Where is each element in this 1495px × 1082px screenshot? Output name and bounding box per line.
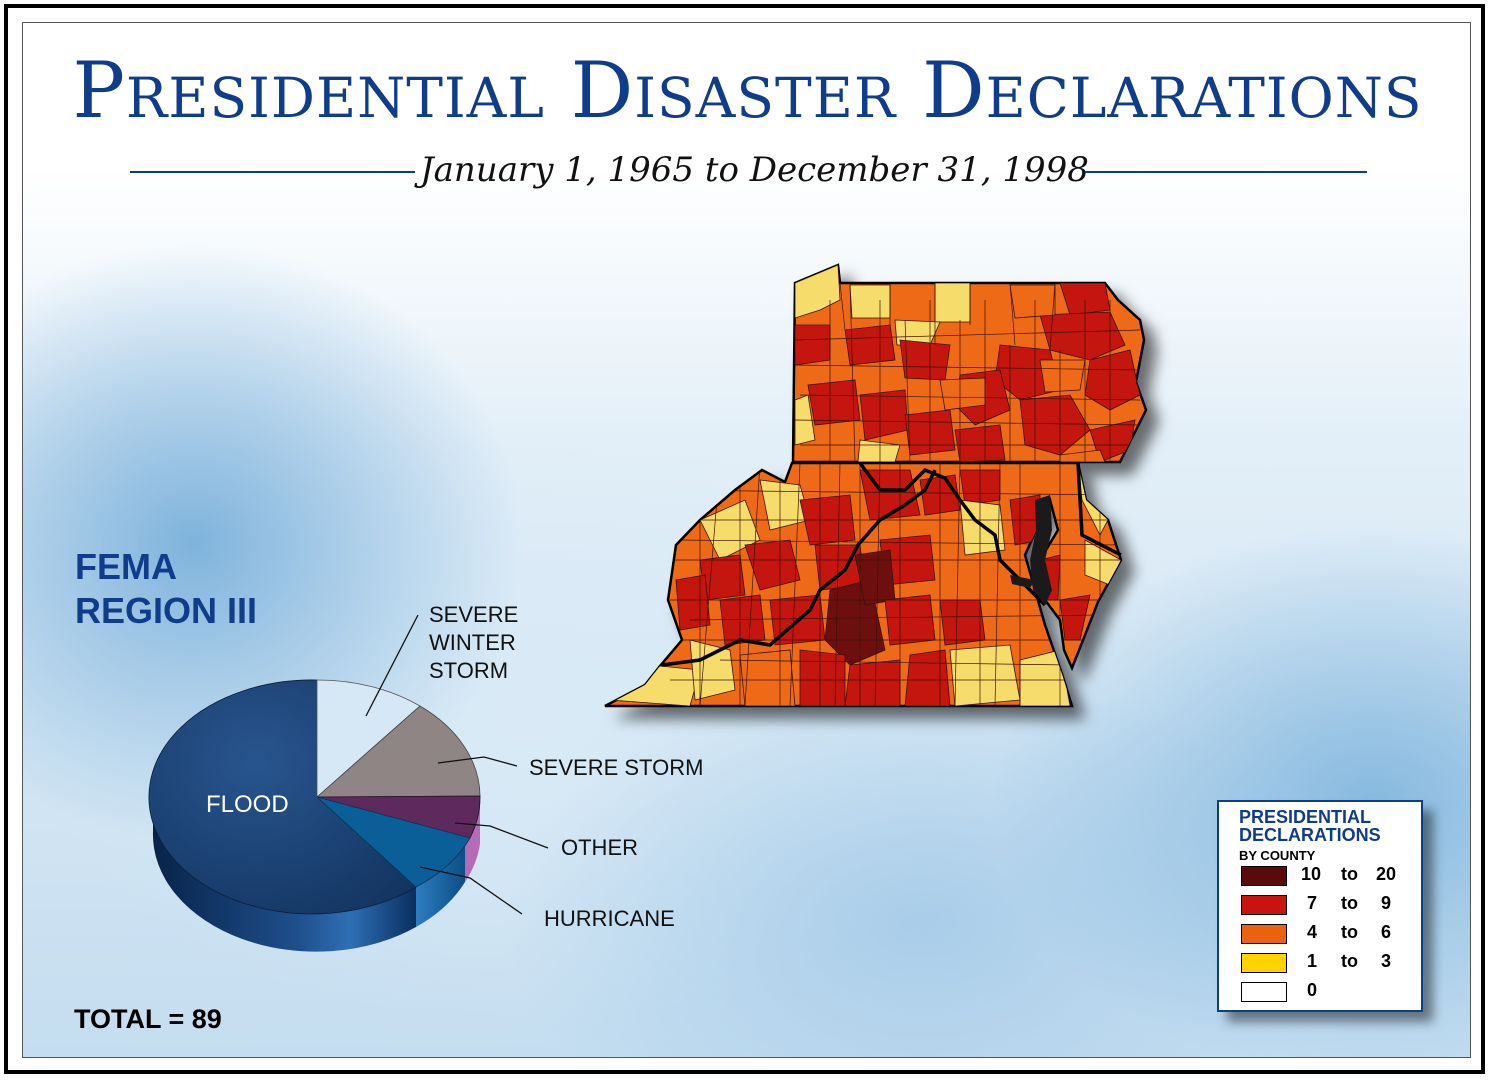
md-va-boundary xyxy=(958,498,1047,607)
legend-from: 10 xyxy=(1301,864,1322,884)
county-shape xyxy=(904,649,951,706)
pie-label-winter-3: STORM xyxy=(429,658,508,683)
subtitle-row: January 1, 1965 to December 31, 1998 xyxy=(0,150,1495,196)
md-de-boundary xyxy=(1076,462,1122,557)
map-legend: PRESIDENTIAL DECLARATIONS BY COUNTY 10 t… xyxy=(1217,800,1423,1012)
legend-item: 7 to 9 xyxy=(1241,893,1421,915)
county-shape xyxy=(739,649,796,706)
legend-subtitle: BY COUNTY xyxy=(1239,848,1316,863)
legend-to-word: to xyxy=(1341,951,1358,971)
legend-item: 10 to 20 xyxy=(1241,864,1421,886)
legend-swatch xyxy=(1241,924,1287,944)
date-range-subtitle: January 1, 1965 to December 31, 1998 xyxy=(420,150,1089,190)
chesapeake-bay xyxy=(1030,495,1052,605)
map-southern-states xyxy=(604,461,1123,708)
legend-swatch xyxy=(1241,953,1287,973)
legend-to-word: to xyxy=(1341,922,1358,942)
region-title-line2: REGION III xyxy=(75,590,258,631)
pie-slice-severe-storm xyxy=(315,705,481,798)
legend-to: 3 xyxy=(1381,951,1392,971)
page-title: Presidential Disaster Declarations xyxy=(72,46,1423,136)
legend-title-line2: DECLARATIONS xyxy=(1239,825,1381,845)
region-title: FEMA REGION III xyxy=(75,545,257,633)
county-shape xyxy=(799,649,846,706)
legend-to-word: to xyxy=(1341,893,1358,913)
county-shape xyxy=(1039,359,1086,393)
legend-to: 9 xyxy=(1381,893,1392,913)
legend-to: 6 xyxy=(1381,922,1392,942)
pie-label-hurricane: HURRICANE xyxy=(544,906,675,931)
county-boundaries xyxy=(794,282,1141,462)
pie-label-other: OTHER xyxy=(561,835,638,860)
county-shape xyxy=(844,659,901,706)
legend-from: 7 xyxy=(1307,893,1318,913)
region-title-line1: FEMA xyxy=(75,546,177,587)
leader-line-winter xyxy=(365,614,419,717)
map-pennsylvania xyxy=(791,263,1148,464)
county-shape xyxy=(1084,349,1141,411)
legend-swatch xyxy=(1241,982,1287,1002)
subtitle-rule-left xyxy=(130,171,415,173)
subtitle-rule-right xyxy=(1085,171,1367,173)
legend-to: 20 xyxy=(1376,864,1397,884)
county-shape xyxy=(675,574,711,631)
county-shape xyxy=(744,539,801,591)
legend-swatch xyxy=(1241,895,1287,915)
leader-line-other xyxy=(454,822,549,849)
pie-label-winter-1: SEVERE xyxy=(429,602,518,627)
legend-to-word: to xyxy=(1341,864,1358,884)
legend-item: 0 xyxy=(1241,980,1421,1002)
county-shape xyxy=(1009,284,1056,319)
county-boundaries xyxy=(659,463,1121,706)
wv-va-boundary xyxy=(661,469,937,667)
pie-slice-flood xyxy=(148,679,417,915)
wv-md-boundary xyxy=(858,461,962,501)
total-label: TOTAL = 89 xyxy=(74,1004,222,1034)
leader-line-severe-storm xyxy=(437,756,518,767)
pie-slice-severe-winter-storm xyxy=(316,679,421,798)
legend-title: PRESIDENTIAL DECLARATIONS xyxy=(1239,808,1381,844)
legend-item: 4 to 6 xyxy=(1241,922,1421,944)
county-shape xyxy=(1019,394,1091,456)
pie-side-flood xyxy=(152,797,416,952)
legend-swatch xyxy=(1241,866,1287,886)
legend-from: 0 xyxy=(1307,980,1318,1000)
pie-label-winter-2: WINTER xyxy=(429,630,516,655)
legend-from: 4 xyxy=(1307,922,1318,942)
pie-slice-hurricane xyxy=(316,796,471,888)
county-shape xyxy=(807,379,861,426)
county-shape xyxy=(857,439,901,462)
county-shape xyxy=(844,324,896,366)
pie-side-hurricane xyxy=(416,845,465,927)
leader-line-hurricane xyxy=(419,866,523,915)
pie-label-flood: FLOOD xyxy=(206,791,289,818)
pie-label-severe-storm: SEVERE STORM xyxy=(529,755,703,780)
bay-inlet xyxy=(1010,575,1035,588)
legend-title-line1: PRESIDENTIAL xyxy=(1239,807,1372,827)
county-shape xyxy=(1039,311,1126,361)
legend-item: 1 to 3 xyxy=(1241,951,1421,973)
legend-from: 1 xyxy=(1307,951,1318,971)
